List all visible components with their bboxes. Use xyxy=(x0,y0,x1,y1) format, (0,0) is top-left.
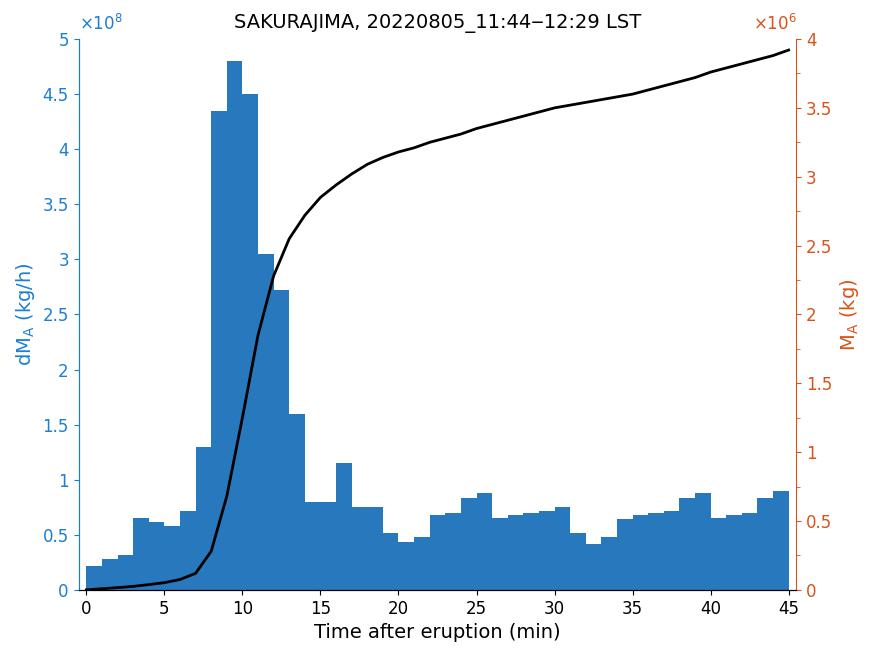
Bar xyxy=(477,493,492,590)
Bar xyxy=(773,491,788,590)
Text: $\times 10^6$: $\times 10^6$ xyxy=(752,13,796,33)
Bar xyxy=(726,515,742,590)
Bar xyxy=(695,493,710,590)
Bar xyxy=(742,513,758,590)
Bar xyxy=(461,499,477,590)
Bar xyxy=(601,537,617,590)
Bar xyxy=(633,515,648,590)
Bar xyxy=(87,565,102,590)
Bar xyxy=(368,507,383,590)
Y-axis label: $\mathregular{dM_A}$ (kg/h): $\mathregular{dM_A}$ (kg/h) xyxy=(14,262,37,366)
Bar xyxy=(383,533,398,590)
Bar xyxy=(180,510,196,590)
Bar xyxy=(258,254,274,590)
Bar xyxy=(555,507,570,590)
Bar xyxy=(117,554,133,590)
Bar xyxy=(196,447,211,590)
Bar xyxy=(102,559,117,590)
Text: $\times 10^8$: $\times 10^8$ xyxy=(79,13,123,33)
Bar xyxy=(523,513,539,590)
Bar xyxy=(274,290,290,590)
Y-axis label: $\mathregular{M_A}$ (kg): $\mathregular{M_A}$ (kg) xyxy=(838,278,861,350)
Bar xyxy=(149,522,164,590)
Bar xyxy=(648,513,664,590)
Bar xyxy=(664,510,679,590)
Bar xyxy=(507,515,523,590)
Title: SAKURAJIMA, 20220805_11:44‒12:29 LST: SAKURAJIMA, 20220805_11:44‒12:29 LST xyxy=(234,14,641,33)
Bar xyxy=(539,510,555,590)
Bar xyxy=(492,518,508,590)
Bar xyxy=(211,111,227,590)
Bar xyxy=(758,499,773,590)
Bar xyxy=(570,533,585,590)
Bar xyxy=(164,526,180,590)
Bar xyxy=(242,94,258,590)
Bar xyxy=(133,518,149,590)
Bar xyxy=(336,463,352,590)
Bar xyxy=(679,499,695,590)
X-axis label: Time after eruption (min): Time after eruption (min) xyxy=(314,623,561,642)
Bar xyxy=(430,515,445,590)
Bar xyxy=(320,502,336,590)
Bar xyxy=(304,502,320,590)
Bar xyxy=(290,413,304,590)
Bar xyxy=(352,507,367,590)
Bar xyxy=(414,537,430,590)
Bar xyxy=(227,61,242,590)
Bar xyxy=(445,513,461,590)
Bar xyxy=(398,543,414,590)
Bar xyxy=(585,544,601,590)
Bar xyxy=(710,518,726,590)
Bar xyxy=(617,520,633,590)
